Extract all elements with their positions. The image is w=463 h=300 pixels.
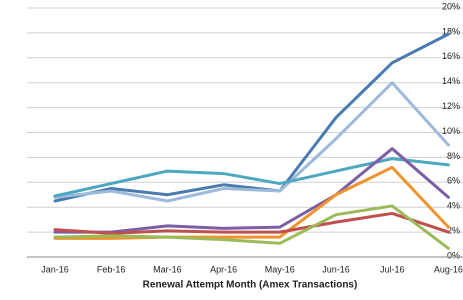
- x-tick-label: Jun-16: [322, 264, 350, 274]
- y-tick-label: 20%: [442, 1, 460, 11]
- series-line: [53, 211, 450, 235]
- x-tick-label: Jul-16: [380, 264, 405, 274]
- y-tick-label: 2%: [447, 225, 460, 235]
- y-tick-label: 18%: [442, 26, 460, 36]
- series-line: [53, 157, 450, 198]
- series-line: [53, 204, 450, 250]
- x-tick-label: Apr-16: [210, 264, 237, 274]
- x-tick-label: May-16: [265, 264, 295, 274]
- x-tick-label: Aug-16: [434, 264, 463, 274]
- series-line: [53, 32, 450, 203]
- y-tick-label: 4%: [447, 201, 460, 211]
- x-tick-label: Feb-16: [97, 264, 126, 274]
- y-tick-label: 0%: [447, 250, 460, 260]
- y-tick-label: 12%: [442, 101, 460, 111]
- series-line: [53, 147, 450, 234]
- x-axis-title: Renewal Attempt Month (Amex Transactions…: [143, 280, 358, 291]
- y-tick-label: 14%: [442, 76, 460, 86]
- y-tick-label: 6%: [447, 176, 460, 186]
- x-tick-label: Jan-16: [41, 264, 69, 274]
- y-tick-label: 10%: [442, 126, 460, 136]
- y-tick-label: 16%: [442, 51, 460, 61]
- y-tick-label: 8%: [447, 151, 460, 161]
- x-tick-label: Mar-16: [153, 264, 182, 274]
- series-line: [53, 165, 450, 240]
- series-line: [53, 81, 450, 203]
